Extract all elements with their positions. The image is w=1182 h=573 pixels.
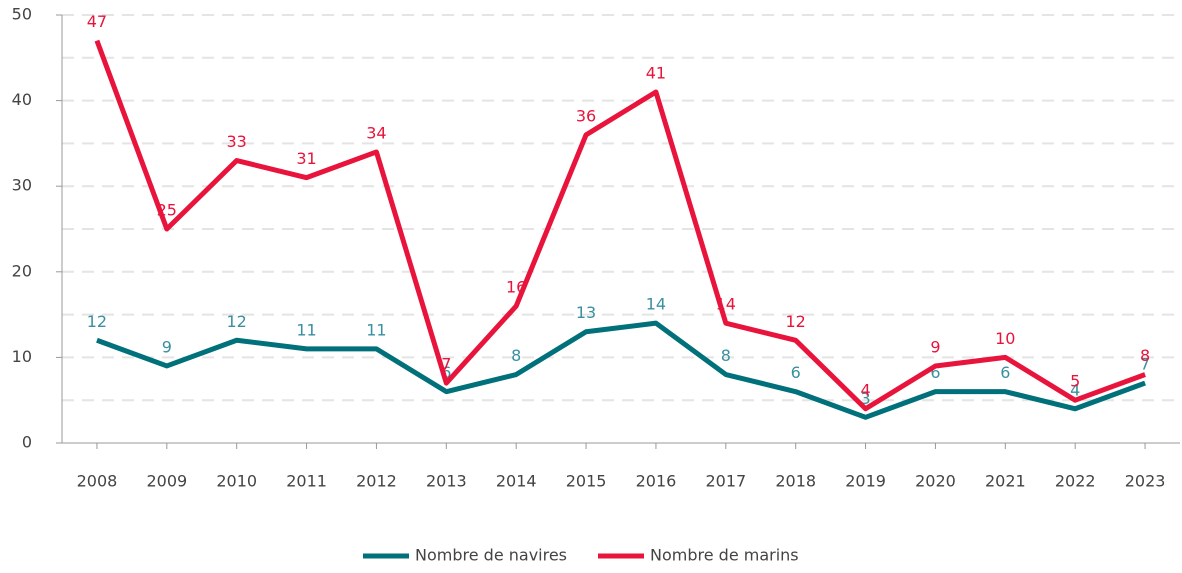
x-tick-label: 2023	[1125, 472, 1166, 491]
data-label: 6	[930, 363, 940, 382]
data-label: 10	[995, 329, 1015, 348]
data-label: 7	[441, 355, 451, 374]
data-label: 7	[1140, 355, 1150, 374]
x-tick-label: 2014	[496, 472, 537, 491]
x-tick-label: 2013	[426, 472, 467, 491]
data-label: 8	[511, 346, 521, 365]
data-label: 6	[1000, 363, 1010, 382]
data-label: 9	[162, 337, 172, 356]
x-tick-label: 2008	[77, 472, 118, 491]
x-tick-label: 2016	[636, 472, 677, 491]
data-label: 3	[860, 389, 870, 408]
x-tick-label: 2009	[146, 472, 187, 491]
data-label: 12	[87, 312, 107, 331]
data-label: 36	[576, 106, 596, 125]
data-label: 8	[1140, 346, 1150, 365]
y-tick-label: 40	[12, 90, 32, 109]
data-label: 33	[227, 132, 247, 151]
x-tick-label: 2015	[566, 472, 607, 491]
line	[94, 39, 1146, 412]
data-label: 41	[646, 64, 666, 83]
x-tick-label: 2021	[985, 472, 1026, 491]
data-label: 5	[1070, 372, 1080, 391]
x-tick-label: 2012	[356, 472, 397, 491]
x-tick-label: 2022	[1055, 472, 1096, 491]
data-label: 12	[786, 312, 806, 331]
x-tick-label: 2020	[915, 472, 956, 491]
y-tick-label: 0	[22, 433, 32, 452]
data-label: 31	[296, 149, 316, 168]
data-label: 8	[721, 346, 731, 365]
x-tick-label: 2011	[286, 472, 327, 491]
data-label: 25	[157, 201, 177, 220]
data-label: 11	[366, 320, 386, 339]
data-label: 11	[296, 320, 316, 339]
y-tick-label: 30	[12, 176, 32, 195]
y-tick-label: 10	[12, 347, 32, 366]
data-label: 12	[227, 312, 247, 331]
line	[96, 320, 1146, 420]
legend-label: Nombre de marins	[650, 546, 799, 565]
data-label: 14	[646, 295, 666, 314]
data-label: 13	[576, 303, 596, 322]
data-label: 14	[716, 295, 736, 314]
data-label: 9	[930, 337, 940, 356]
data-label: 4	[1070, 380, 1080, 399]
data-label: 6	[441, 363, 451, 382]
data-label: 4	[860, 380, 870, 399]
data-label: 16	[506, 278, 526, 297]
x-tick-label: 2010	[216, 472, 257, 491]
y-tick-label: 50	[12, 5, 32, 24]
legend-label: Nombre de navires	[415, 546, 567, 565]
x-tick-label: 2019	[845, 472, 886, 491]
data-label: 34	[366, 123, 386, 142]
x-tick-label: 2018	[775, 472, 816, 491]
data-label: 6	[791, 363, 801, 382]
data-label: 47	[87, 12, 107, 31]
x-tick-label: 2017	[705, 472, 746, 491]
y-tick-label: 20	[12, 261, 32, 280]
